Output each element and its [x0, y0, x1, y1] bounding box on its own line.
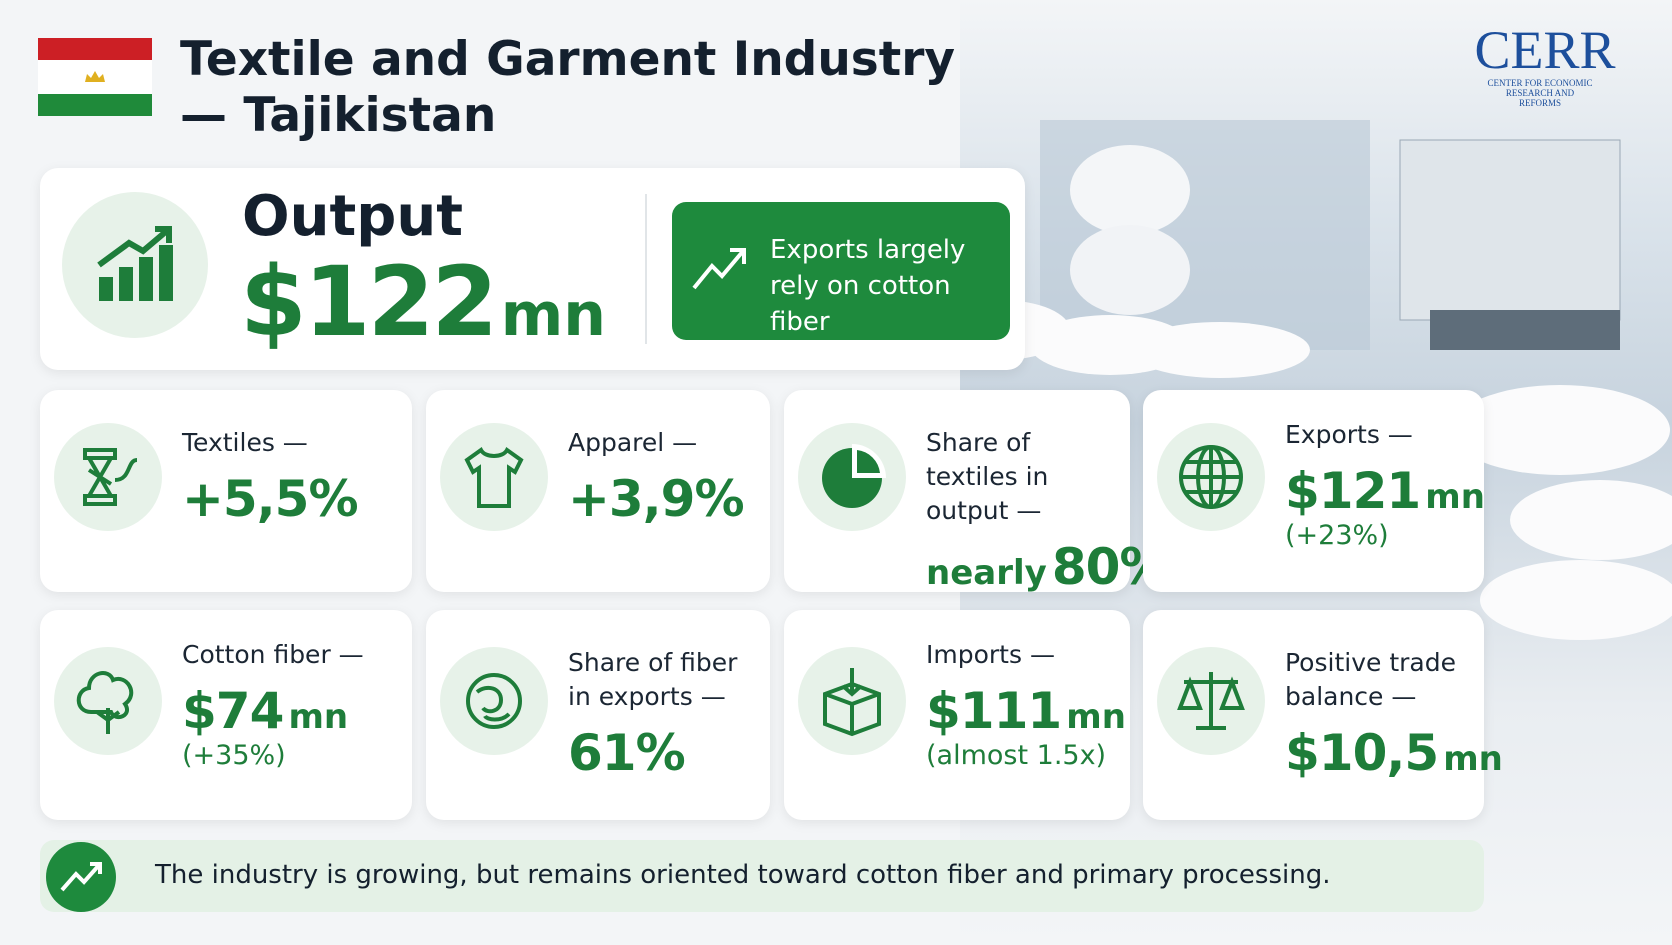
card-text: Imports — $111 mn (almost 1.5x) — [926, 638, 1126, 771]
card-icon — [54, 647, 162, 755]
card-value: +3,9% — [568, 470, 745, 528]
card-note: (+35%) — [182, 740, 286, 771]
card-label: Share of fiber in exports — — [568, 648, 738, 711]
footer: The industry is growing, but remains ori… — [40, 840, 1484, 912]
stat-card: Apparel — +3,9% — [426, 390, 770, 592]
card-label: Exports — — [1285, 420, 1413, 449]
card-unit: mn — [1443, 739, 1503, 779]
card-unit: mn — [1066, 697, 1126, 737]
card-text: Cotton fiber — $74 mn (+35%) — [182, 638, 404, 771]
card-note: (+23%) — [1285, 520, 1389, 551]
card-value-line: $121 mn — [1285, 462, 1485, 520]
callout-icon — [692, 248, 746, 290]
card-value-line: $10,5 mn — [1285, 724, 1503, 782]
stat-card: Share of fiber in exports — 61% — [426, 610, 770, 820]
card-value-line: +5,5% — [182, 470, 404, 528]
card-value-line: nearly 80% — [926, 538, 1170, 596]
footer-icon — [46, 842, 116, 912]
card-value-line: $74 mn — [182, 682, 404, 740]
card-label: Cotton fiber — — [182, 640, 364, 669]
output-panel: Output $122 mn Exports largely rely on c… — [40, 168, 1025, 370]
card-unit: mn — [1425, 477, 1485, 517]
background-art — [930, 120, 1672, 640]
stat-card: Textiles — +5,5% — [40, 390, 412, 592]
callout: Exports largely rely on cotton fiber — [672, 202, 1010, 340]
card-prefix: nearly — [926, 553, 1047, 593]
card-value: 61% — [568, 724, 686, 782]
footer-text: The industry is growing, but remains ori… — [155, 860, 1331, 890]
card-icon — [440, 647, 548, 755]
card-icon — [798, 647, 906, 755]
card-value-line: +3,9% — [568, 470, 762, 528]
logo: CERR CENTER FOR ECONOMIC RESEARCH AND RE… — [1455, 22, 1635, 108]
card-value: $121 — [1285, 462, 1421, 520]
card-text: Exports — $121 mn (+23%) — [1285, 418, 1485, 551]
card-value: $10,5 — [1285, 724, 1439, 782]
card-text: Positive trade balance — $10,5 mn — [1285, 646, 1503, 782]
stat-card: Exports — $121 mn (+23%) — [1143, 390, 1485, 592]
output-value: $122 — [240, 246, 498, 358]
card-value: $111 — [926, 682, 1062, 740]
card-icon — [54, 423, 162, 531]
card-icon — [1157, 647, 1265, 755]
output-icon — [62, 192, 208, 338]
card-text: Apparel — +3,9% — [568, 426, 762, 528]
flag — [38, 38, 152, 116]
card-label: Positive trade balance — — [1285, 648, 1456, 711]
card-icon — [1157, 423, 1265, 531]
divider — [645, 194, 647, 344]
stat-card: Imports — $111 mn (almost 1.5x) — [784, 610, 1130, 820]
stat-card: Positive trade balance — $10,5 mn — [1143, 610, 1503, 820]
card-text: Textiles — +5,5% — [182, 426, 404, 528]
card-value-line: $111 mn — [926, 682, 1126, 740]
card-note: (almost 1.5x) — [926, 740, 1107, 771]
card-label: Share of textiles in output — — [926, 428, 1049, 525]
card-unit: mn — [288, 697, 349, 737]
card-label: Textiles — — [182, 428, 308, 457]
card-value: $74 — [182, 682, 284, 740]
card-text: Share of fiber in exports — 61% — [568, 646, 762, 782]
card-icon — [440, 423, 548, 531]
output-label: Output — [242, 184, 463, 249]
card-text: Share of textiles in output — nearly 80% — [926, 426, 1170, 596]
callout-text: Exports largely rely on cotton fiber — [770, 235, 966, 337]
card-label: Apparel — — [568, 428, 698, 457]
card-label: Imports — — [926, 640, 1055, 669]
card-value-line: 61% — [568, 724, 762, 782]
card-icon — [798, 423, 906, 531]
stat-card: Share of textiles in output — nearly 80% — [784, 390, 1170, 596]
output-unit: mn — [500, 280, 606, 350]
card-value: +5,5% — [182, 470, 359, 528]
stat-card: Cotton fiber — $74 mn (+35%) — [40, 610, 412, 820]
logo-subtitle: CENTER FOR ECONOMIC RESEARCH AND REFORMS — [1487, 78, 1593, 108]
logo-name: CERR — [1474, 20, 1616, 80]
output-value-line: $122 mn — [240, 246, 606, 358]
title: Textile and Garment Industry — Tajikista… — [180, 32, 956, 143]
